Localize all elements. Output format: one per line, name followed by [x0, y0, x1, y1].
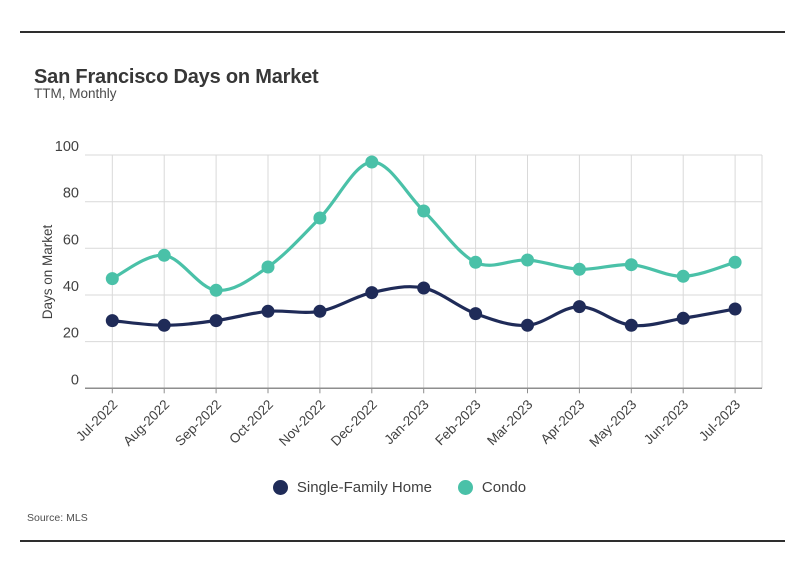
data-point-single-family-home [313, 304, 327, 318]
legend-swatch-single-family-home [272, 479, 288, 495]
x-tick-label: Jul-2022 [73, 397, 120, 444]
x-tick-label: Oct-2022 [226, 397, 276, 447]
x-tick-label: May-2023 [586, 397, 639, 450]
legend-swatch-condo [457, 479, 473, 495]
bottom-rule [20, 540, 785, 542]
top-rule [20, 31, 785, 33]
x-tick-label: Dec-2022 [328, 397, 380, 449]
data-point-single-family-home [261, 304, 275, 318]
x-tick-label: Jun-2023 [641, 397, 691, 447]
x-tick-label: Apr-2023 [538, 397, 588, 447]
data-point-condo [261, 260, 275, 274]
y-tick-label: 0 [71, 372, 79, 388]
x-tick-label: Nov-2022 [276, 397, 328, 449]
data-point-single-family-home [157, 318, 171, 332]
data-point-single-family-home [521, 318, 534, 332]
y-tick-label: 100 [55, 139, 79, 155]
x-tick-label: Mar-2023 [484, 397, 535, 448]
data-point-condo [105, 272, 119, 286]
legend-label: Condo [481, 478, 527, 496]
page-subtitle: TTM, Monthly [34, 86, 117, 101]
x-tick-label: Jul-2023 [696, 397, 743, 444]
data-point-condo [157, 248, 171, 262]
legend-item-single-family-home: Single-Family Home [272, 478, 432, 496]
data-point-condo [521, 253, 534, 267]
data-point-condo [728, 255, 742, 269]
data-point-single-family-home [728, 302, 742, 316]
chart-area: 0 20 40 60 80 100 Jul-2022 Aug-2022 Sep-2022 Oct-… [0, 130, 799, 470]
x-tick-label: Jan-2023 [381, 397, 431, 447]
chart-canvas: 0 20 40 60 80 100 Jul-2022 Aug-2022 Sep-2022 Oct-… [40, 139, 763, 450]
data-point-condo [313, 211, 327, 225]
data-point-condo [365, 155, 379, 169]
legend-label: Single-Family Home [296, 478, 432, 496]
data-point-condo [417, 204, 431, 218]
data-point-condo [624, 258, 638, 272]
data-point-single-family-home [624, 318, 638, 332]
x-tick-label: Sep-2022 [172, 397, 224, 449]
y-axis-title: Days on Market [40, 224, 55, 319]
data-point-condo [572, 262, 586, 276]
chart-legend: Single-Family Home Condo [0, 476, 799, 498]
data-point-single-family-home [209, 314, 223, 328]
data-point-single-family-home [572, 300, 586, 314]
data-point-condo [469, 255, 483, 269]
y-tick-label: 40 [63, 279, 79, 295]
data-point-single-family-home [365, 286, 379, 300]
x-tick-label: Feb-2023 [432, 397, 483, 448]
page-title: San Francisco Days on Market [34, 66, 319, 89]
x-tick-label: Aug-2022 [120, 397, 172, 449]
data-point-single-family-home [417, 281, 431, 295]
data-point-single-family-home [105, 314, 119, 328]
data-point-single-family-home [676, 311, 690, 325]
source-note: Source: MLS [27, 512, 88, 524]
data-point-condo [209, 283, 223, 297]
y-tick-label: 60 [63, 232, 79, 248]
y-tick-label: 80 [63, 186, 79, 202]
data-point-single-family-home [469, 307, 483, 321]
y-tick-label: 20 [63, 326, 79, 342]
data-point-condo [676, 269, 690, 283]
legend-item-condo: Condo [457, 478, 527, 496]
